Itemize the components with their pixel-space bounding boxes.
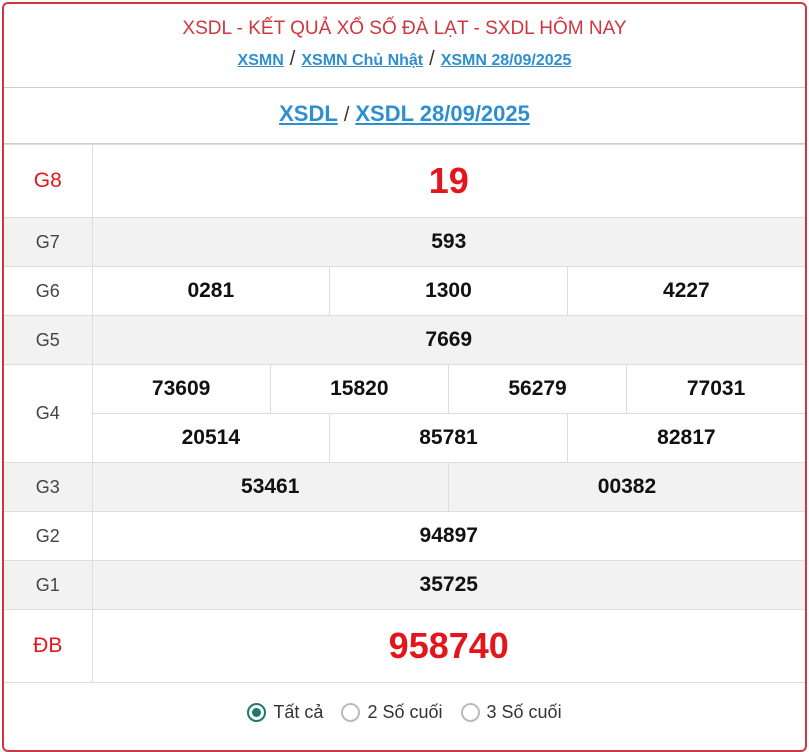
digit-filter: Tất cả 2 Số cuối 3 Số cuối xyxy=(4,683,805,743)
header: XSDL - KẾT QUẢ XỔ SỐ ĐÀ LẠT - SXDL HÔM N… xyxy=(4,4,805,88)
prize-number: 56279 xyxy=(447,364,628,414)
row-g2: G2 94897 xyxy=(4,511,805,561)
row-g4-b: 20514 85781 82817 xyxy=(4,413,805,463)
prize-number: 4227 xyxy=(566,266,805,316)
row-g7: G7 593 xyxy=(4,217,805,267)
prize-number: 35725 xyxy=(91,560,805,610)
prize-number: 77031 xyxy=(626,364,805,414)
filter-3-digits[interactable]: 3 Số cuối xyxy=(460,701,562,723)
radio-checked-icon[interactable] xyxy=(247,702,267,722)
results-table: G8 19 G7 593 G6 0281 1300 4227 G5 7669 G4 73609… xyxy=(4,144,805,683)
link-xsdl-date[interactable]: XSDL 28/09/2025 xyxy=(355,101,530,126)
prize-number: 85781 xyxy=(329,413,568,463)
separator: / xyxy=(429,48,435,70)
filter-all[interactable]: Tất cả xyxy=(247,702,323,723)
prize-number: 15820 xyxy=(269,364,449,414)
prize-label: G3 xyxy=(4,462,93,512)
prize-label: G4 xyxy=(4,364,93,463)
prize-number: 94897 xyxy=(91,511,805,561)
row-g4: G4 73609 15820 56279 77031 xyxy=(4,364,805,463)
prize-label: G5 xyxy=(4,315,93,365)
prize-label: ĐB xyxy=(4,609,93,683)
filter-2-digits[interactable]: 2 Số cuối xyxy=(341,701,443,723)
prize-label: G8 xyxy=(4,144,93,218)
row-g8: G8 19 xyxy=(4,144,805,218)
filter-label: Tất cả xyxy=(273,701,324,722)
prize-number: 0281 xyxy=(91,266,331,316)
breadcrumb: XSMN / XSMN Chủ Nhật / XSMN 28/09/2025 xyxy=(4,48,805,71)
page-title: XSDL - KẾT QUẢ XỔ SỐ ĐÀ LẠT - SXDL HÔM N… xyxy=(182,18,627,39)
prize-label: G2 xyxy=(4,511,93,561)
separator: / xyxy=(343,104,350,126)
prize-number: 53461 xyxy=(91,462,449,512)
prize-label: G1 xyxy=(4,560,93,610)
filter-label: 3 Số cuối xyxy=(486,701,562,722)
prize-number: 958740 xyxy=(91,609,805,683)
prize-number: 7669 xyxy=(91,315,805,365)
link-xsdl[interactable]: XSDL xyxy=(279,101,338,126)
row-db: ĐB 958740 xyxy=(4,609,805,683)
prize-number: 593 xyxy=(91,217,805,267)
radio-unchecked-icon[interactable] xyxy=(460,702,480,722)
row-g1: G1 35725 xyxy=(4,560,805,610)
row-g3: G3 53461 00382 xyxy=(4,462,805,512)
prize-label: G7 xyxy=(4,217,93,267)
separator: / xyxy=(289,48,296,70)
radio-unchecked-icon[interactable] xyxy=(341,702,361,722)
prize-number: 20514 xyxy=(91,413,331,463)
link-xsmn-date[interactable]: XSMN 28/09/2025 xyxy=(440,52,572,69)
subheader: XSDL / XSDL 28/09/2025 xyxy=(4,88,805,144)
prize-number: 82817 xyxy=(566,413,805,463)
prize-number: 1300 xyxy=(329,266,568,316)
link-xsmn-chu-nhat[interactable]: XSMN Chủ Nhật xyxy=(301,52,424,69)
row-g6: G6 0281 1300 4227 xyxy=(4,266,805,316)
link-xsmn[interactable]: XSMN xyxy=(237,52,284,69)
row-g5: G5 7669 xyxy=(4,315,805,365)
prize-number: 00382 xyxy=(447,462,805,512)
prize-number: 19 xyxy=(91,144,805,218)
prize-number: 73609 xyxy=(91,364,271,414)
filter-label: 2 Số cuối xyxy=(367,701,443,722)
prize-label: G6 xyxy=(4,266,93,316)
